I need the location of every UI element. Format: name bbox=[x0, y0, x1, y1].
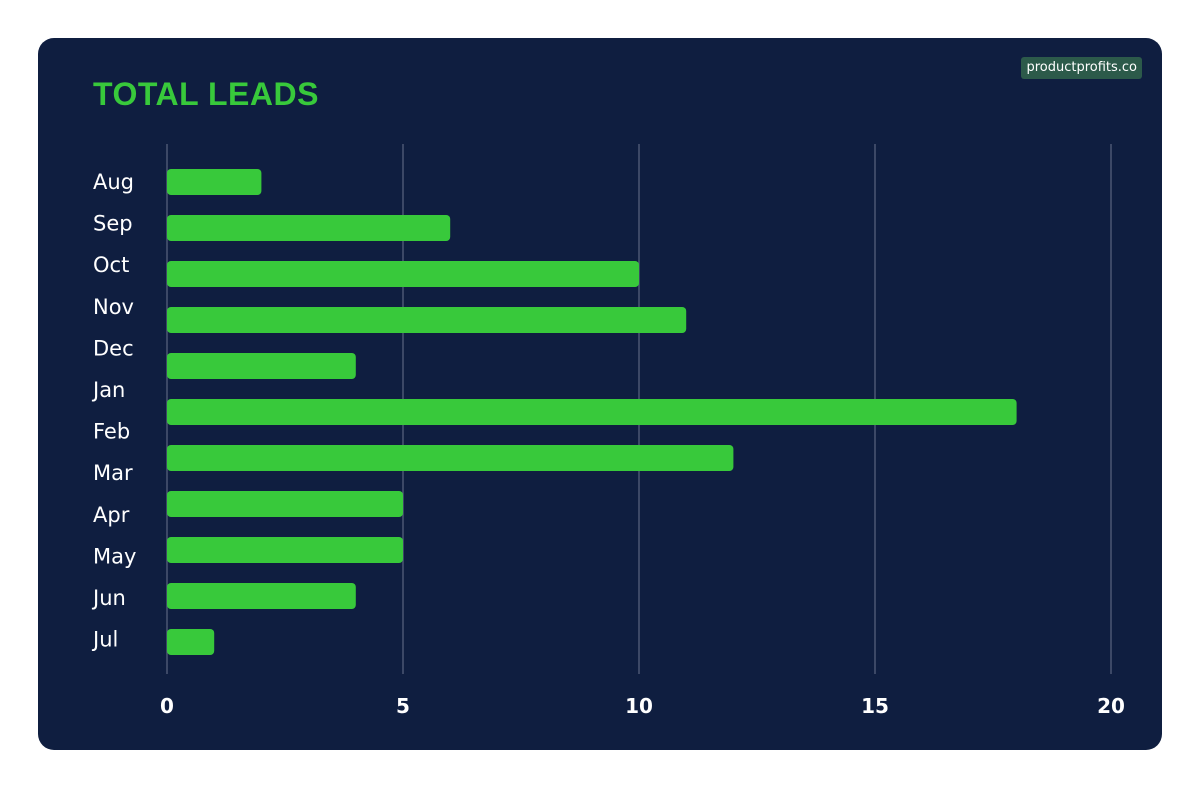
bar bbox=[167, 399, 1017, 425]
category-label: Oct bbox=[93, 253, 129, 277]
bar bbox=[167, 261, 639, 287]
bar bbox=[167, 583, 356, 609]
category-label: Jun bbox=[91, 586, 126, 610]
category-label: Dec bbox=[93, 336, 134, 360]
bar bbox=[167, 215, 451, 241]
bar bbox=[167, 445, 734, 471]
category-label: Aug bbox=[93, 170, 134, 194]
x-tick-label: 0 bbox=[160, 694, 174, 718]
category-label: Jul bbox=[91, 628, 118, 652]
x-tick-label: 5 bbox=[396, 694, 410, 718]
chart-card: TOTAL LEADS productprofits.co 0 5 10 15 20 Au… bbox=[38, 38, 1162, 750]
bar bbox=[167, 629, 215, 655]
category-label: Feb bbox=[93, 420, 130, 444]
bar bbox=[167, 169, 262, 195]
category-label: Nov bbox=[93, 295, 134, 319]
x-tick-label: 10 bbox=[625, 694, 653, 718]
bar bbox=[167, 307, 687, 333]
brand-badge[interactable]: productprofits.co bbox=[1021, 57, 1142, 79]
bar bbox=[167, 353, 356, 379]
category-label: Jan bbox=[91, 378, 125, 402]
bar bbox=[167, 491, 403, 517]
category-label: May bbox=[93, 544, 136, 568]
category-label: Sep bbox=[93, 212, 133, 236]
chart-title: TOTAL LEADS bbox=[93, 76, 319, 112]
bar bbox=[167, 537, 403, 563]
bar-chart: 0 5 10 15 20 Aug Sep Oct Nov Dec Jan Feb Mar Apr May Ju… bbox=[91, 144, 1125, 718]
category-label: Mar bbox=[93, 461, 133, 485]
x-tick-label: 20 bbox=[1097, 694, 1125, 718]
category-label: Apr bbox=[93, 503, 130, 527]
x-tick-label: 15 bbox=[861, 694, 889, 718]
